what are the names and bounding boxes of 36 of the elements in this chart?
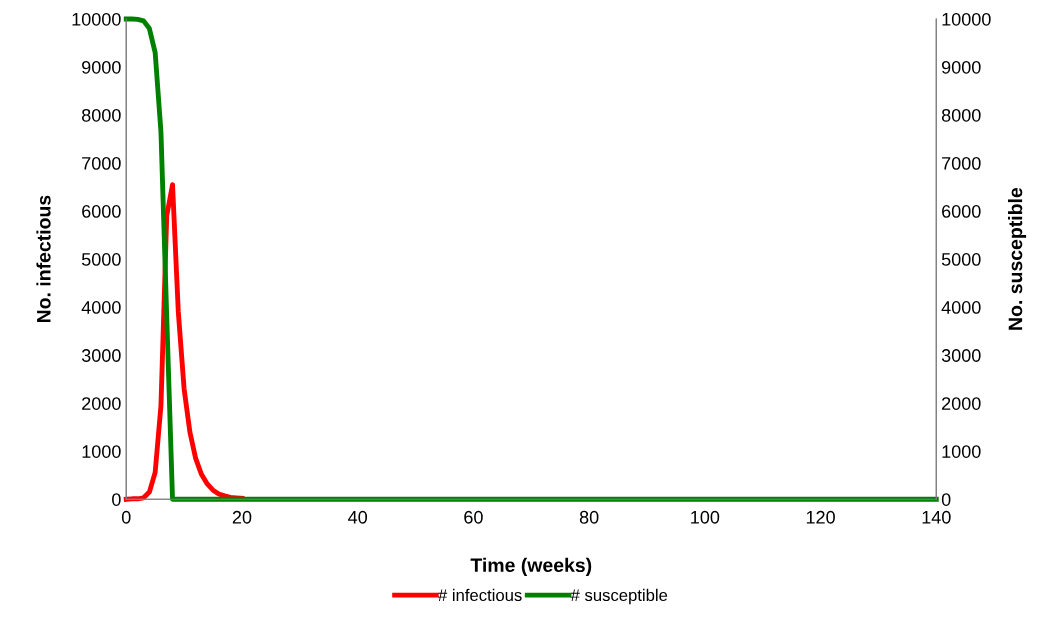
y-tick-label: 2000: [82, 397, 121, 410]
y-tick-label: 6000: [82, 205, 121, 218]
y2-tick-label: 3000: [941, 349, 981, 362]
y2-axis-title: No. susceptible: [1008, 187, 1027, 330]
y-tick-label: 0: [112, 493, 121, 506]
y2-tick-label: 6000: [942, 205, 981, 218]
y2-tick-label: 4000: [941, 301, 981, 314]
y2-tick-label: 9000: [941, 60, 981, 74]
y2-tick-label: 8000: [941, 108, 981, 122]
y-tick-label: 10000: [72, 12, 121, 26]
y-tick-label: 9000: [82, 60, 121, 74]
y2-tick-label: 1000: [942, 445, 981, 458]
x-tick-label: 0: [121, 510, 131, 524]
y-axis-title: No. infectious: [36, 195, 51, 323]
y2-tick-label: 7000: [942, 156, 981, 170]
x-tick-label: 80: [579, 510, 599, 524]
legend-label: # susceptible: [570, 588, 668, 605]
y-tick-label: 4000: [81, 301, 121, 314]
y2-tick-label: 2000: [942, 397, 981, 410]
y2-tick-label: 5000: [941, 253, 981, 266]
y-tick-label: 1000: [82, 445, 121, 458]
x-tick-label: 140: [922, 510, 951, 524]
line-series: [123, 16, 939, 502]
y2-tick-label: 0: [941, 493, 951, 506]
x-tick-label: 120: [806, 510, 835, 524]
legend-label: # infectious: [438, 588, 522, 602]
x-tick-label: 40: [348, 510, 368, 524]
y2-tick-label: 10000: [942, 12, 991, 26]
y-tick-label: 5000: [81, 253, 121, 266]
x-tick-label: 100: [691, 510, 720, 524]
x-axis-title: Time (weeks): [470, 557, 592, 576]
y-tick-label: 7000: [82, 156, 121, 170]
x-tick-label: 20: [232, 510, 252, 524]
y-tick-label: 3000: [81, 349, 121, 362]
x-tick-label: 60: [464, 510, 483, 524]
y-tick-label: 8000: [82, 108, 121, 122]
